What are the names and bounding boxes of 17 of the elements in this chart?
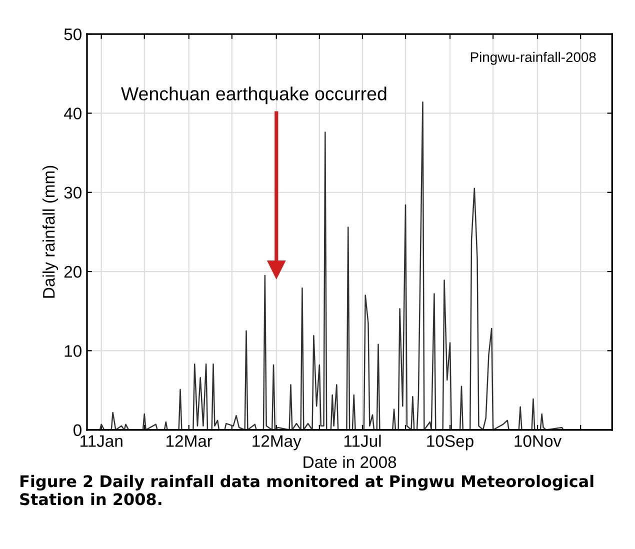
y-tick-label: 10	[64, 345, 82, 357]
y-axis-title: Daily rainfall (mm)	[42, 166, 58, 298]
y-tick-label: 40	[64, 108, 82, 120]
annotation: Pingwu-rainfall-2008	[470, 52, 596, 65]
x-axis-title: Date in 2008	[304, 456, 396, 468]
caption: Figure 2 Daily rainfall data monitored at Pingwu Meteorological Station in 2008.	[20, 474, 594, 506]
x-tick-label: 11Jan	[80, 435, 122, 447]
x-tick-label: 10Sep	[427, 435, 474, 450]
x-tick-label: 12Mar	[166, 435, 212, 447]
y-tick-label: 50	[64, 28, 82, 40]
ref-line-label: Wenchuan earthquake occurred	[121, 86, 386, 104]
x-tick-label: 12May	[252, 435, 302, 450]
x-tick-label: 11Jul	[344, 434, 381, 447]
y-tick-label: 20	[64, 266, 82, 278]
x-tick-label: 10Nov	[514, 435, 562, 447]
y-tick-label: 30	[64, 186, 82, 199]
y-tick-label: 0	[74, 424, 82, 436]
